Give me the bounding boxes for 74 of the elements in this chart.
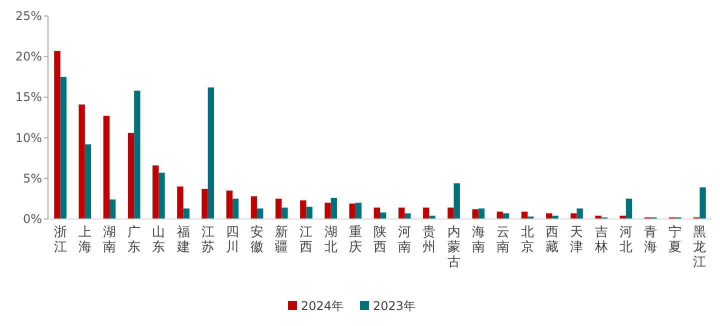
bar (202, 188, 208, 219)
bar (250, 196, 258, 219)
x-tick-label: 河南 (398, 225, 412, 255)
y-tick-label: 0% (22, 212, 42, 226)
x-tick-label: 四川 (226, 225, 239, 255)
legend-label: 2023年 (373, 299, 416, 313)
x-tick-label: 湖南 (102, 225, 116, 255)
y-tick-label: 10% (15, 130, 42, 145)
x-tick-label: 吉林 (594, 225, 608, 255)
bar (398, 208, 405, 219)
bar (134, 90, 140, 219)
bar (380, 212, 386, 219)
x-tick-label: 北京 (521, 225, 534, 255)
bar (521, 212, 528, 219)
x-tick-label: 云南 (496, 225, 510, 255)
x-tick-label: 青海 (644, 225, 658, 255)
x-tick-label: 宁夏 (668, 224, 682, 255)
x-tick-label: 西藏 (546, 225, 559, 255)
y-tick-label: 5% (22, 171, 42, 186)
bar (349, 204, 356, 219)
bar (300, 200, 306, 219)
y-tick-label: 15% (15, 90, 42, 104)
bar (454, 183, 460, 219)
x-tick-label: 江西 (300, 225, 313, 255)
bar (128, 132, 134, 219)
bar (103, 116, 110, 219)
bar (282, 208, 288, 219)
x-tick-label: 广东 (128, 225, 141, 255)
y-tick-label: 20% (15, 50, 42, 64)
bar (226, 190, 232, 219)
bar (330, 198, 337, 219)
x-tick-label: 天津 (570, 225, 584, 255)
bar (60, 76, 66, 219)
x-tick-label: 湖北 (324, 225, 338, 255)
x-tick-label: 安徽 (250, 224, 264, 255)
x-tick-label: 福建 (176, 225, 190, 255)
x-tick-label: 陕西 (374, 225, 386, 255)
bar (257, 208, 264, 219)
bar (158, 172, 165, 219)
bar (423, 208, 430, 219)
x-tick-label: 新疆 (275, 225, 288, 255)
bar (177, 186, 184, 219)
bar (232, 198, 239, 219)
bar (306, 206, 312, 219)
bar (84, 144, 92, 219)
y-tick-label: 25% (15, 9, 42, 23)
bar (78, 104, 85, 219)
bar (183, 208, 190, 219)
bar (496, 212, 503, 219)
x-tick-label: 山东 (152, 225, 166, 255)
bar (448, 208, 454, 219)
x-tick-label: 黑龙江 (693, 225, 706, 270)
x-tick-label: 江苏 (201, 225, 214, 255)
bar (472, 209, 478, 219)
x-tick-label: 贵州 (422, 225, 436, 255)
bar (275, 198, 282, 219)
bar (208, 87, 214, 219)
bar (324, 202, 331, 219)
bar (54, 50, 60, 219)
x-tick-label: 河北 (619, 225, 632, 255)
legend-label: 2024年 (301, 299, 344, 313)
bar (626, 198, 632, 219)
bar (478, 208, 485, 219)
bar (109, 200, 116, 219)
bar (374, 208, 380, 219)
x-tick-label: 内蒙古 (447, 225, 460, 270)
bar (355, 202, 362, 219)
x-tick-label: 海南 (472, 225, 485, 255)
bar (576, 208, 583, 219)
bar (700, 187, 706, 219)
x-tick-label: 浙江 (54, 225, 67, 255)
bar (152, 165, 159, 219)
x-tick-label: 重庆 (348, 225, 362, 255)
x-tick-label: 上海 (78, 225, 92, 255)
